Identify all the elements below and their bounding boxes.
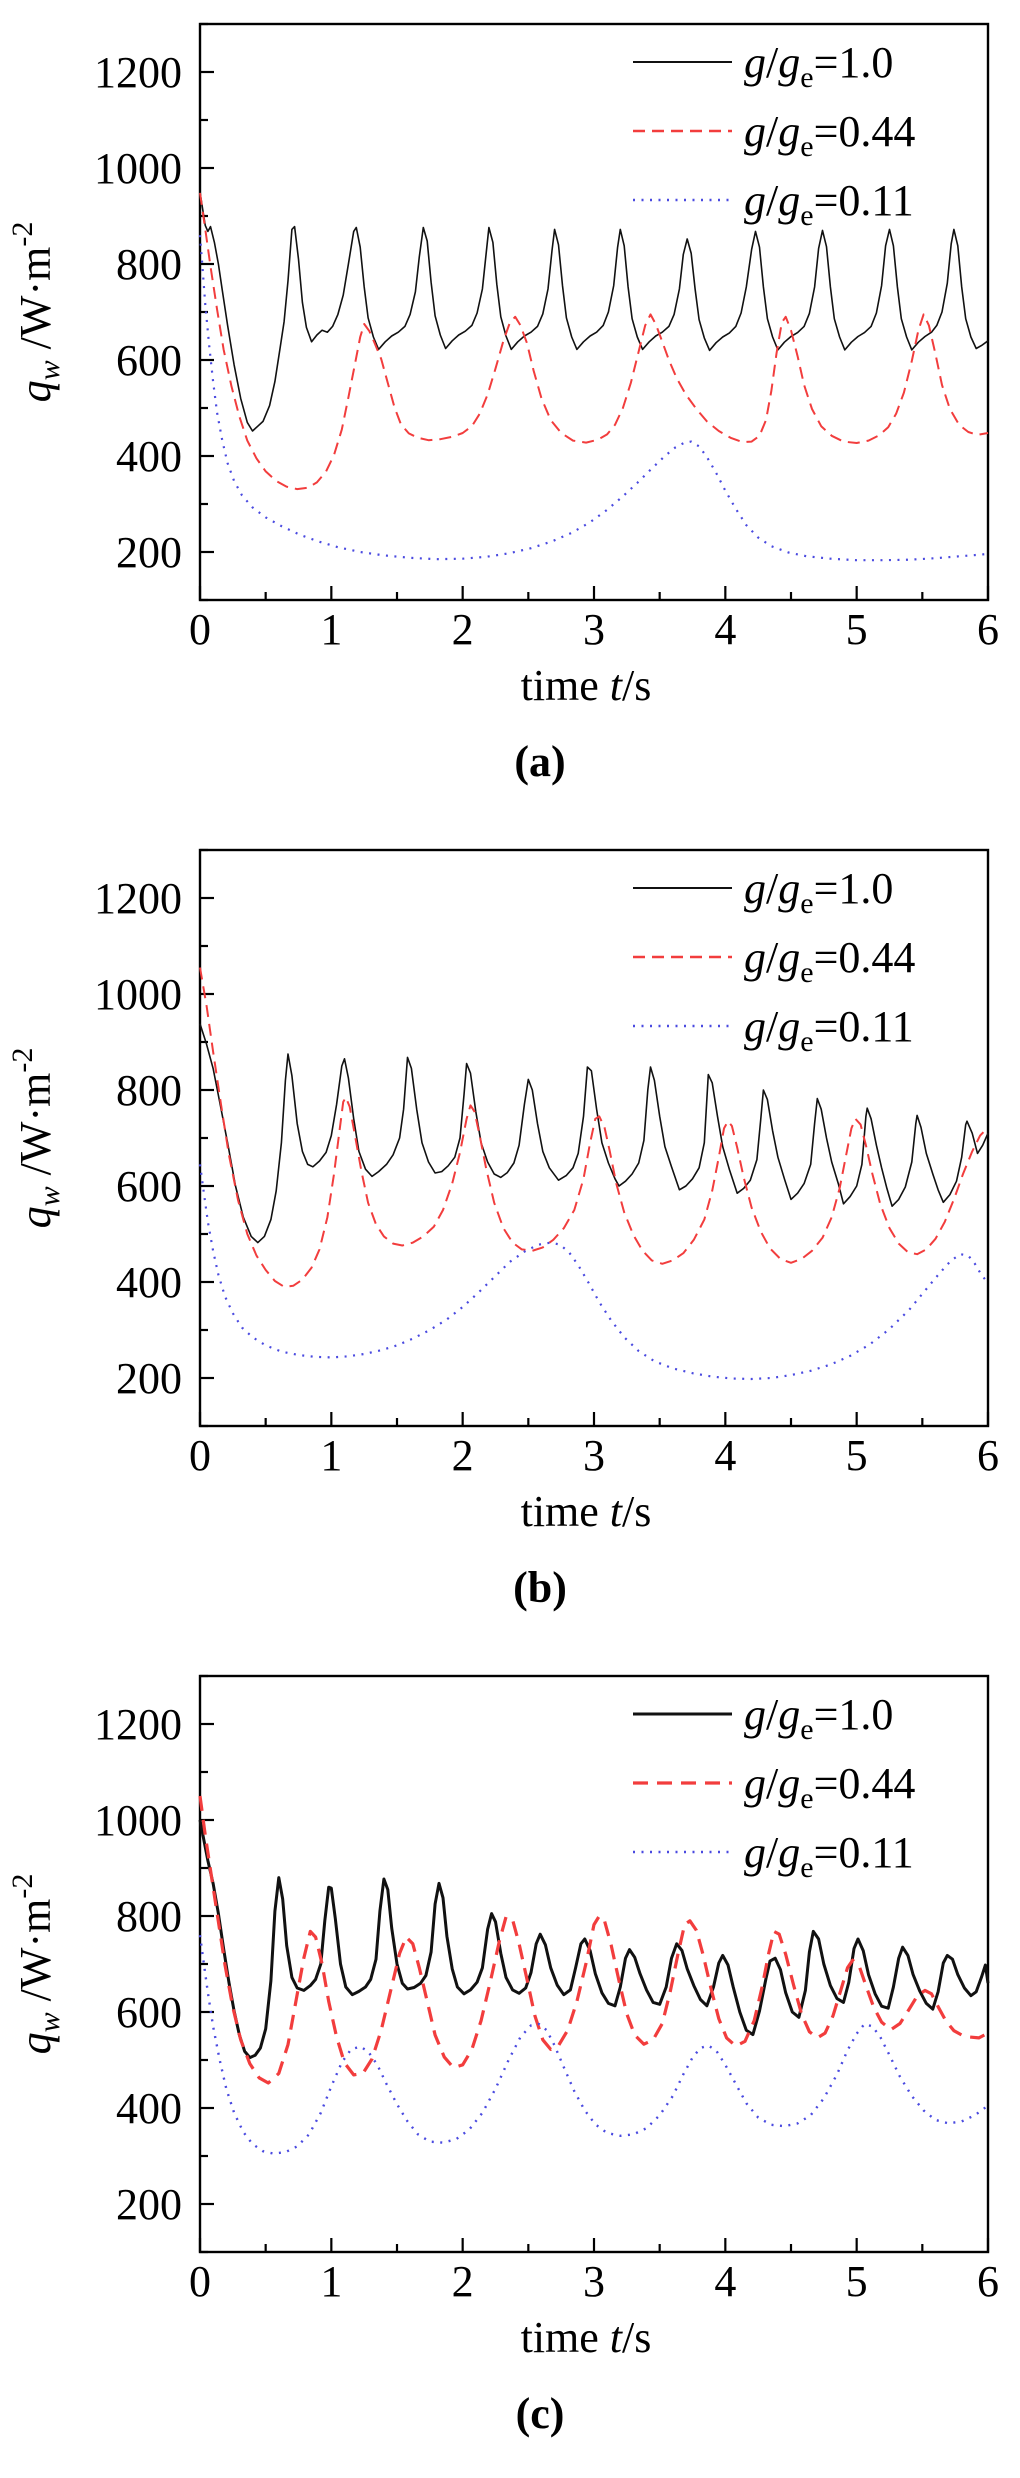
series-line-1 bbox=[198, 1795, 989, 2085]
y-tick-label: 1200 bbox=[94, 48, 182, 97]
y-tick-label: 1200 bbox=[94, 1700, 182, 1749]
series-line-2 bbox=[198, 235, 989, 562]
x-tick-label: 2 bbox=[452, 2257, 474, 2306]
x-tick-label: 2 bbox=[452, 1431, 474, 1480]
y-tick-label: 200 bbox=[116, 528, 182, 577]
y-tick-label: 1000 bbox=[94, 1796, 182, 1845]
x-tick-label: 4 bbox=[714, 1431, 736, 1480]
y-tick-label: 600 bbox=[116, 336, 182, 385]
panel-a: 0 1 2 3 4 5 6 200 400 600 800 1000 1200 time t/s qw /W… bbox=[0, 0, 1020, 826]
x-axis-title: time t/s bbox=[521, 2313, 652, 2362]
y-tick-label: 1000 bbox=[94, 144, 182, 193]
x-tick-label: 6 bbox=[977, 2257, 999, 2306]
y-tick-label: 600 bbox=[116, 1988, 182, 2037]
series-line-0 bbox=[199, 191, 989, 432]
panel-caption-c: (c) bbox=[515, 2389, 565, 2438]
y-tick-label: 1200 bbox=[94, 874, 182, 923]
x-tick-label: 6 bbox=[977, 605, 999, 654]
x-tick-label: 5 bbox=[846, 605, 868, 654]
x-tick-label: 0 bbox=[189, 2257, 211, 2306]
legend: g/ge=1.0 g/ge=0.44 g/ge=0.11 bbox=[633, 864, 915, 1058]
panel-c: 0 1 2 3 4 5 6 200 400 600 800 1000 1200 time t/s qw /W… bbox=[0, 1652, 1020, 2478]
panel-b: 0 1 2 3 4 5 6 200 400 600 800 1000 1200 time t/s qw /W… bbox=[0, 826, 1020, 1652]
y-tick-label: 400 bbox=[116, 2084, 182, 2133]
y-tick-label: 800 bbox=[116, 240, 182, 289]
series-line-2 bbox=[198, 1164, 989, 1381]
y-tick-label: 200 bbox=[116, 2180, 182, 2229]
y-tick-label: 800 bbox=[116, 1066, 182, 1115]
x-tick-label: 3 bbox=[583, 2257, 605, 2306]
legend-label-2: g/ge=0.11 bbox=[744, 176, 914, 232]
y-tick-label: 600 bbox=[116, 1162, 182, 1211]
legend-label-0: g/ge=1.0 bbox=[744, 38, 893, 94]
x-tick-label: 6 bbox=[977, 1431, 999, 1480]
y-axis-title: qw /W·m-2 bbox=[6, 1874, 66, 2055]
x-tick-label: 4 bbox=[714, 2257, 736, 2306]
panel-caption-b: (b) bbox=[513, 1563, 567, 1612]
x-axis-title: time t/s bbox=[521, 1487, 652, 1536]
legend-label-2: g/ge=0.11 bbox=[744, 1828, 914, 1884]
chart-b: 0 1 2 3 4 5 6 200 400 600 800 1000 1200 time t/s qw /W… bbox=[6, 848, 999, 1536]
x-axis-title: time t/s bbox=[521, 661, 652, 710]
x-tick-label: 2 bbox=[452, 605, 474, 654]
series-line-1 bbox=[199, 967, 989, 1288]
legend-label-0: g/ge=1.0 bbox=[744, 1690, 893, 1746]
legend-label-1: g/ge=0.44 bbox=[744, 107, 915, 163]
y-tick-label: 800 bbox=[116, 1892, 182, 1941]
y-tick-label: 200 bbox=[116, 1354, 182, 1403]
legend: g/ge=1.0 g/ge=0.44 g/ge=0.11 bbox=[633, 38, 915, 232]
x-tick-label: 4 bbox=[714, 605, 736, 654]
legend-label-1: g/ge=0.44 bbox=[744, 933, 915, 989]
legend-label-1: g/ge=0.44 bbox=[744, 1759, 915, 1815]
x-tick-label: 0 bbox=[189, 605, 211, 654]
legend-label-0: g/ge=1.0 bbox=[744, 864, 893, 920]
chart-a: 0 1 2 3 4 5 6 200 400 600 800 1000 1200 time t/s qw /W… bbox=[6, 22, 999, 710]
legend: g/ge=1.0 g/ge=0.44 g/ge=0.11 bbox=[633, 1690, 915, 1884]
x-tick-label: 5 bbox=[846, 1431, 868, 1480]
series-line-0 bbox=[198, 1819, 990, 2060]
x-tick-label: 1 bbox=[320, 2257, 342, 2306]
legend-label-2: g/ge=0.11 bbox=[744, 1002, 914, 1058]
series-line-1 bbox=[199, 192, 989, 491]
x-tick-label: 3 bbox=[583, 605, 605, 654]
y-axis-title: qw /W·m-2 bbox=[6, 1048, 66, 1229]
y-tick-label: 400 bbox=[116, 432, 182, 481]
y-axis-title: qw /W·m-2 bbox=[6, 222, 66, 403]
x-tick-label: 1 bbox=[320, 1431, 342, 1480]
y-tick-label: 1000 bbox=[94, 970, 182, 1019]
series-line-0 bbox=[199, 1023, 989, 1244]
x-tick-label: 3 bbox=[583, 1431, 605, 1480]
panel-caption-a: (a) bbox=[514, 737, 566, 786]
x-tick-label: 1 bbox=[320, 605, 342, 654]
x-tick-label: 0 bbox=[189, 1431, 211, 1480]
y-tick-label: 400 bbox=[116, 1258, 182, 1307]
chart-c: 0 1 2 3 4 5 6 200 400 600 800 1000 1200 time t/s qw /W… bbox=[6, 1674, 999, 2362]
x-tick-label: 5 bbox=[846, 2257, 868, 2306]
